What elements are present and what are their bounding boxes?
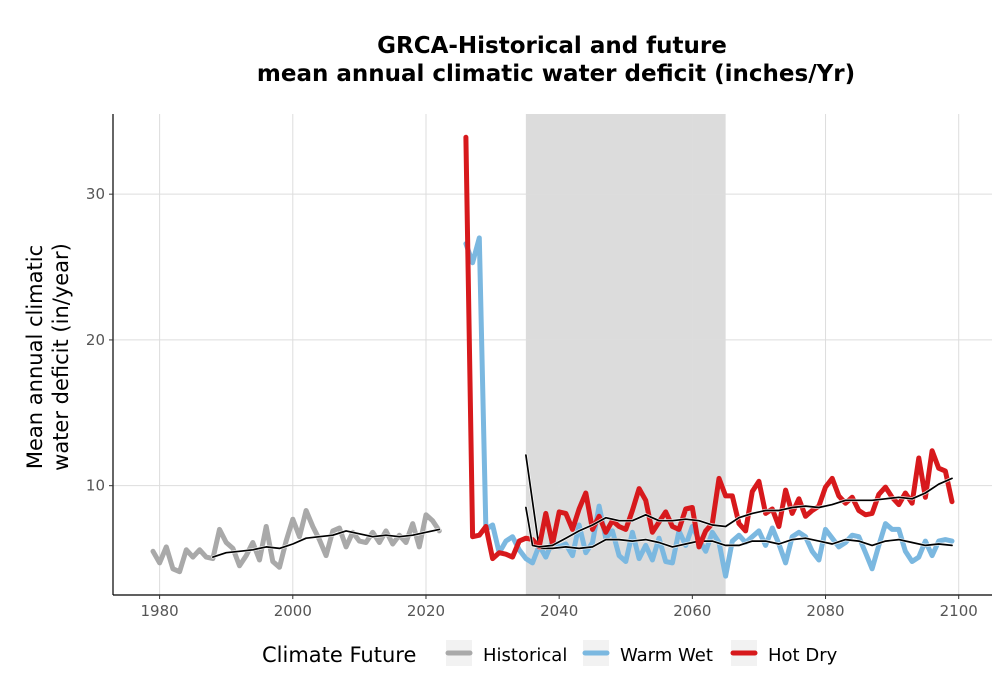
- chart-title-line2: mean annual climatic water deficit (inch…: [257, 61, 855, 87]
- series-line-hot-dry: [463, 134, 955, 562]
- series-line-historical-rolling-mean: [212, 528, 441, 558]
- legend: Climate Future Historical Warm Wet Hot Dry: [262, 640, 838, 667]
- x-tick-label-2040: 2040: [540, 602, 578, 620]
- x-tick-label-2020: 2020: [407, 602, 445, 620]
- series-line-hot-dry-rolling-mean: [525, 477, 953, 548]
- legend-label-hot-dry: Hot Dry: [768, 645, 838, 666]
- x-tick-label-2060: 2060: [673, 602, 711, 620]
- grid-lines: [113, 114, 992, 595]
- y-tick-label-10: 10: [86, 477, 105, 495]
- x-tick-label-1980: 1980: [141, 602, 179, 620]
- y-tick-label-30: 30: [86, 185, 105, 203]
- legend-entries: Historical Warm Wet Hot Dry: [445, 640, 838, 666]
- series-lines: [150, 134, 955, 579]
- x-tick-label-2000: 2000: [274, 602, 312, 620]
- legend-label-warm-wet: Warm Wet: [620, 645, 713, 666]
- x-tick-label-2100: 2100: [940, 602, 978, 620]
- legend-title: Climate Future: [262, 643, 416, 667]
- series-line-warm-wet-rolling-mean: [525, 454, 953, 550]
- axes: [109, 114, 992, 599]
- y-tick-label-20: 20: [86, 331, 105, 349]
- y-axis-label-line1: Mean annual climatic: [23, 245, 47, 469]
- tick-labels: 1980 2000 2020 2040 2060 2080 2100 10 20 30: [86, 185, 978, 620]
- series-line-historical: [150, 508, 442, 575]
- x-tick-label-2080: 2080: [806, 602, 844, 620]
- legend-label-historical: Historical: [483, 645, 567, 666]
- chart-title-line1: GRCA-Historical and future: [377, 33, 727, 59]
- y-axis-label-line2: water deficit (in/year): [49, 243, 73, 471]
